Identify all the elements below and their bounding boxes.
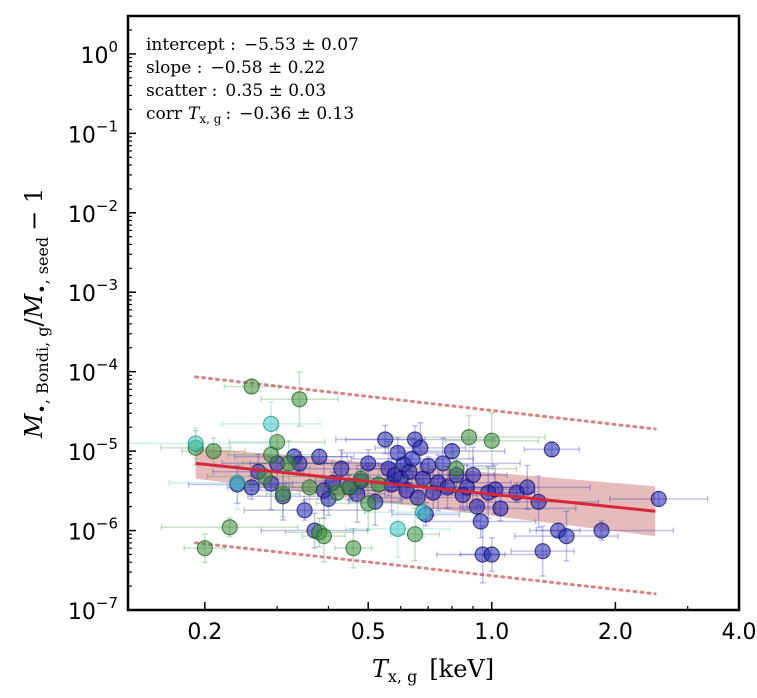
y-axis-label: M•, Bondi, g/M•, seed− 1 (20, 188, 52, 439)
x-axis-label: Tx, g [keV] (372, 655, 494, 686)
data-point (510, 525, 575, 577)
data-point (183, 533, 227, 564)
data-point (301, 509, 347, 563)
data-point (290, 448, 349, 465)
axis-ticks: 0.2 0.5 1.0 2.0 4.0 10−7 10−6 10−5 10−4 10−3 10−2 1… (68, 15, 757, 645)
data-point (344, 499, 451, 558)
scatter-upper-line (194, 375, 657, 431)
data-point (226, 474, 277, 500)
data-point (227, 445, 315, 465)
data-point (223, 378, 280, 395)
intercept-annotation: intercept : −5.53 ± 0.07 (146, 35, 359, 55)
x-tick-label: 2.0 (598, 620, 633, 645)
data-point (221, 401, 321, 447)
data-point (425, 504, 537, 539)
data-point (334, 527, 373, 569)
data-point (424, 495, 577, 522)
data-point (392, 414, 546, 460)
y-tick-label: 10−5 (68, 435, 118, 466)
data-point (160, 517, 299, 538)
x-tick-label: 1.0 (474, 620, 509, 645)
stats-annotation: intercept : −5.53 ± 0.07 slope : −0.58 ± 0… (146, 35, 359, 126)
x-tick-label: 4.0 (722, 620, 757, 645)
data-point (128, 427, 272, 460)
data-point (528, 520, 675, 541)
scatter-annotation: scatter :0.35 ± 0.03 (146, 81, 326, 101)
data-point (243, 499, 366, 521)
data-point (181, 437, 246, 465)
data-point (395, 450, 518, 487)
y-tick-label: 10−1 (68, 117, 118, 148)
data-point (206, 467, 323, 486)
data-point (362, 455, 495, 477)
data-point (265, 469, 301, 518)
y-tick-label: 10−7 (68, 594, 118, 625)
data-point (245, 466, 374, 509)
corr-annotation: corr Tx, g: −0.36 ± 0.13 (146, 104, 354, 126)
data-point (463, 464, 591, 510)
plot-frame (126, 14, 741, 612)
data-point (381, 465, 514, 509)
data-point (523, 441, 581, 458)
data-point (228, 425, 326, 459)
y-tick-label: 100 (80, 38, 118, 69)
y-tick-label: 10−3 (68, 276, 118, 307)
data-point (364, 486, 482, 538)
data-point (398, 443, 506, 460)
data-point (609, 490, 709, 508)
data-point (260, 371, 339, 428)
x-tick-label: 0.5 (351, 620, 386, 645)
slope-annotation: slope : −0.58 ± 0.22 (146, 58, 325, 78)
data-point (315, 476, 421, 531)
data-point (436, 536, 548, 573)
y-tick-label: 10−4 (68, 356, 118, 387)
data-point (168, 455, 307, 511)
plot-area (128, 16, 739, 610)
x-tick-label: 0.2 (187, 620, 222, 645)
data-point (535, 522, 581, 539)
fit-line (195, 461, 656, 513)
scatter-lower-line (194, 541, 657, 596)
data-point (241, 439, 336, 487)
y-tick-label: 10−2 (68, 197, 118, 228)
y-tick-label: 10−6 (68, 515, 118, 546)
points-layer (128, 371, 709, 584)
data-point (444, 412, 540, 470)
